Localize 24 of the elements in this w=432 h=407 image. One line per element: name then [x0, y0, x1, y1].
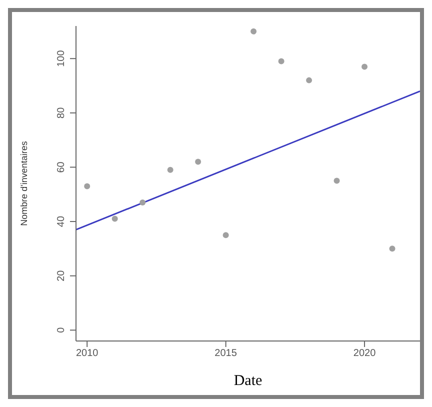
y-tick-label: 100 [56, 50, 67, 67]
y-tick-label: 20 [56, 270, 67, 282]
point [84, 183, 90, 190]
point [222, 232, 229, 238]
frame: 2010 2015 2020 Date 0 20 40 60 80 100 Nombre d'inventaires [8, 8, 424, 399]
point [306, 77, 312, 84]
y-tick-label: 80 [56, 106, 67, 118]
point [278, 58, 284, 64]
y-tick-label: 60 [56, 161, 67, 173]
point [250, 28, 257, 34]
y-tick-label: 0 [56, 326, 67, 333]
x-tick-label: 2015 [214, 348, 238, 360]
point [140, 200, 146, 206]
y-axis-title: Nombre d'inventaires [19, 140, 30, 226]
point [362, 64, 368, 70]
point [334, 178, 340, 184]
x-axis-title: Date [234, 373, 262, 389]
point [389, 246, 396, 252]
x-tick-label: 2010 [76, 348, 99, 360]
point [195, 158, 202, 165]
point [112, 216, 118, 222]
point [167, 166, 174, 173]
y-tick-label: 40 [56, 216, 67, 228]
x-tick-label: 2020 [353, 348, 376, 360]
